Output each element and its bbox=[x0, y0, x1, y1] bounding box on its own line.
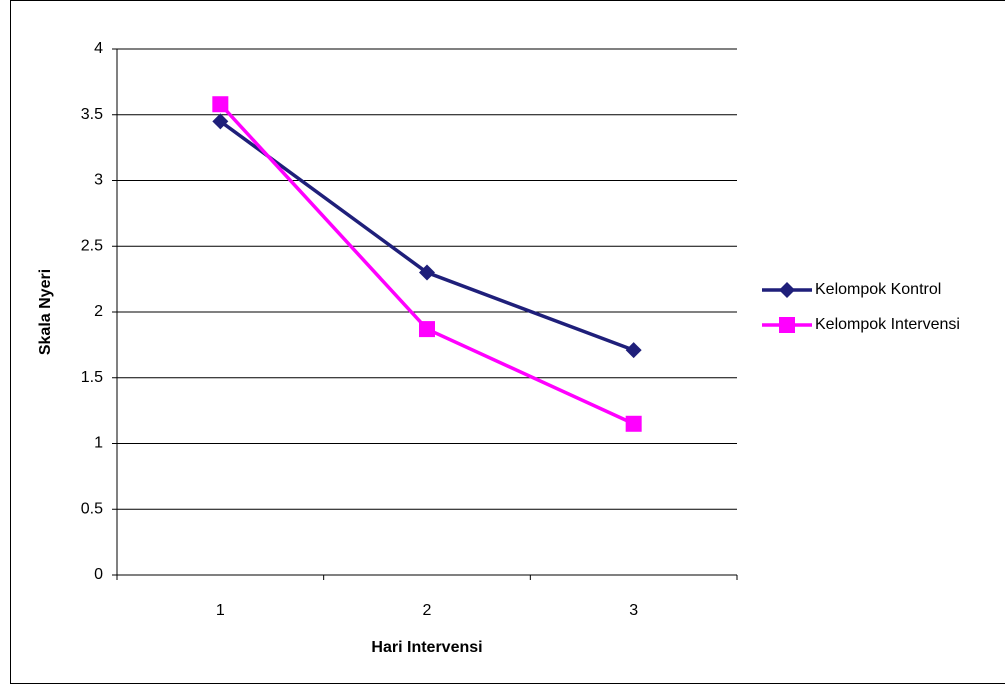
data-point bbox=[419, 321, 435, 337]
y-tick-label: 1 bbox=[94, 435, 103, 452]
x-tick-label: 1 bbox=[216, 602, 225, 619]
y-tick-label: 0.5 bbox=[81, 500, 103, 517]
page: Hari Intervensi Skala Nyeri 0 0.5 1 1.5 2 2.5… bbox=[0, 0, 1005, 685]
legend-label: Kelompok Kontrol bbox=[815, 281, 941, 298]
x-axis-title: Hari Intervensi bbox=[371, 639, 482, 656]
y-tick-label: 2 bbox=[94, 303, 103, 320]
legend-marker bbox=[779, 317, 795, 333]
chart: Hari Intervensi Skala Nyeri 0 0.5 1 1.5 2 2.5… bbox=[0, 0, 1005, 685]
y-axis-title: Skala Nyeri bbox=[37, 269, 54, 355]
y-tick-label: 3 bbox=[94, 172, 103, 189]
x-tick-label: 2 bbox=[423, 602, 432, 619]
chart-frame bbox=[11, 1, 1005, 684]
y-tick-label: 1.5 bbox=[81, 369, 103, 386]
y-tick-label: 0 bbox=[94, 566, 103, 583]
y-tick-label: 3.5 bbox=[81, 106, 103, 123]
x-tick-label: 3 bbox=[629, 602, 638, 619]
y-tick-label: 2.5 bbox=[81, 237, 103, 254]
data-point bbox=[626, 416, 642, 432]
legend-label: Kelompok Intervensi bbox=[815, 316, 960, 333]
data-point bbox=[212, 96, 228, 112]
y-tick-label: 4 bbox=[94, 40, 103, 57]
